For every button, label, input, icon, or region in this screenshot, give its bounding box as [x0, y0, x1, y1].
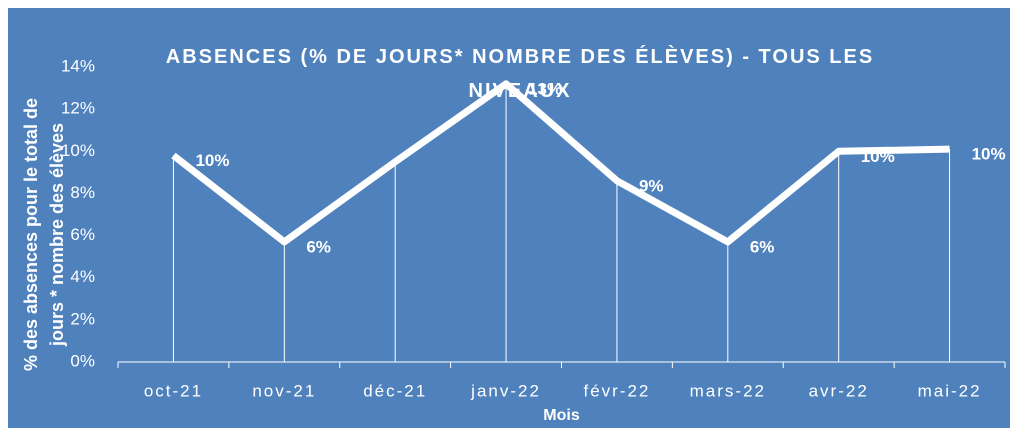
y-tick-label: 14%	[61, 56, 95, 75]
x-tick-label: janv-22	[470, 381, 541, 400]
x-tick-label: déc-21	[363, 381, 427, 400]
data-label: 6%	[750, 237, 775, 256]
x-tick-label: nov-21	[252, 381, 316, 400]
x-tick-label: févr-22	[583, 381, 650, 400]
x-tick-label: avr-22	[809, 381, 869, 400]
x-axis-title: Mois	[543, 407, 580, 424]
x-tick-label: oct-21	[144, 381, 203, 400]
chart-title: ABSENCES (% DE JOURS* NOMBRE DES ÉLÈVES)…	[165, 46, 875, 102]
data-label: 6%	[306, 237, 331, 256]
y-tick-label: 6%	[70, 225, 95, 244]
y-tick-label: 12%	[61, 99, 95, 118]
y-tick-label: 2%	[70, 309, 95, 328]
x-tick-label: mai-22	[918, 381, 982, 400]
data-label: 10%	[972, 145, 1006, 164]
y-tick-label: 0%	[70, 351, 95, 370]
y-tick-label: 10%	[61, 141, 95, 160]
y-tick-label: 8%	[70, 183, 95, 202]
series-line	[171, 80, 950, 246]
y-tick-label: 4%	[70, 267, 95, 286]
data-label: 9%	[639, 176, 664, 195]
x-tick-label: mars-22	[690, 381, 766, 400]
background	[8, 8, 1010, 428]
data-label: 10%	[195, 151, 229, 170]
y-axis-title: % des absences pour le total de	[21, 98, 41, 371]
y-axis-title: jours * nombre des élèves	[47, 123, 67, 347]
data-label: 13%	[528, 79, 562, 98]
